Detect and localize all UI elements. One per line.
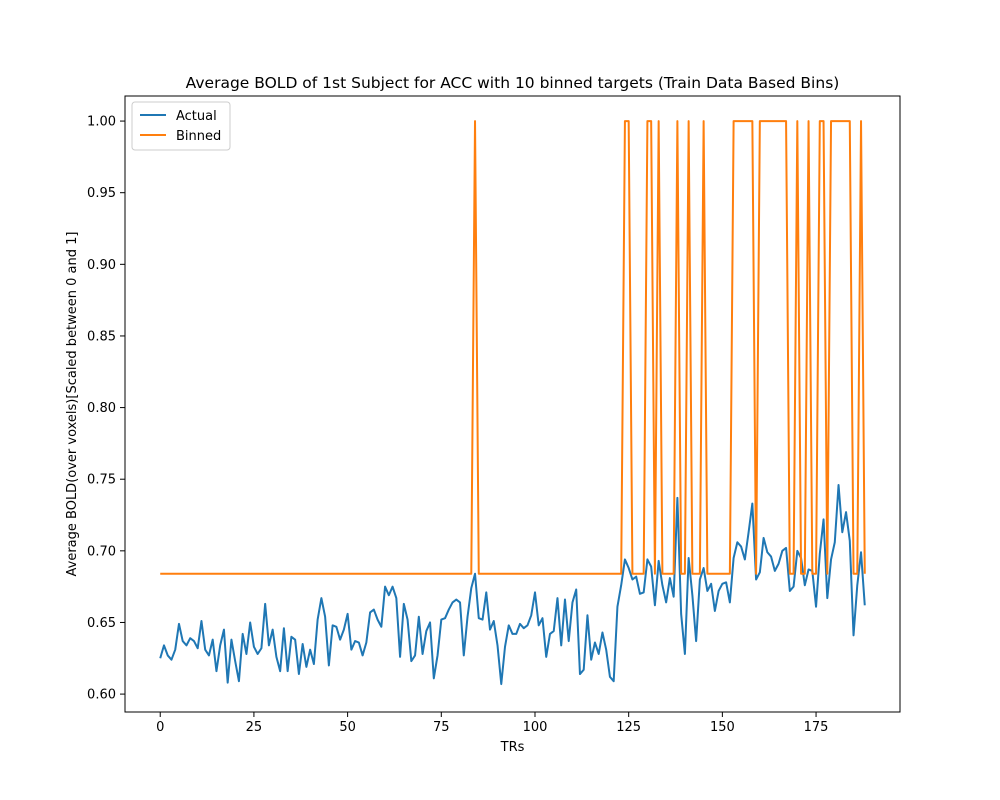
x-tick-label: 150 [710, 720, 735, 735]
x-tick-label: 50 [339, 720, 356, 735]
y-tick-label: 0.65 [87, 616, 116, 631]
y-tick-label: 0.95 [87, 186, 116, 201]
axis-ticks: 0 25 50 75 100 125 150 175 0.60 0.65 0.70 0.75 0.80 0… [87, 115, 828, 735]
y-tick-label: 0.70 [87, 544, 116, 559]
x-axis-title: TRs [500, 740, 525, 755]
x-tick-label: 125 [616, 720, 641, 735]
plot-area [124, 95, 901, 713]
y-tick-label: 0.90 [87, 258, 116, 273]
legend-label-actual: Actual [176, 109, 217, 124]
x-tick-label: 25 [246, 720, 263, 735]
x-tick-label: 75 [433, 720, 450, 735]
y-tick-label: 0.60 [87, 688, 116, 703]
axes-frame [124, 95, 901, 713]
y-tick-label: 0.80 [87, 401, 116, 416]
legend: Actual Binned [131, 101, 231, 151]
y-tick-label: 0.85 [87, 329, 116, 344]
series-line-binned [160, 120, 866, 575]
legend-label-binned: Binned [176, 129, 221, 144]
x-tick-label: 100 [523, 720, 548, 735]
series-line-actual [159, 483, 866, 686]
chart-title: Average BOLD of 1st Subject for ACC with… [186, 74, 840, 92]
y-axis-title: Average BOLD(over voxels)[Scaled between… [65, 232, 80, 577]
x-tick-label: 175 [804, 720, 829, 735]
y-tick-label: 0.75 [87, 473, 116, 488]
y-tick-label: 1.00 [87, 115, 116, 130]
x-tick-label: 0 [156, 720, 164, 735]
